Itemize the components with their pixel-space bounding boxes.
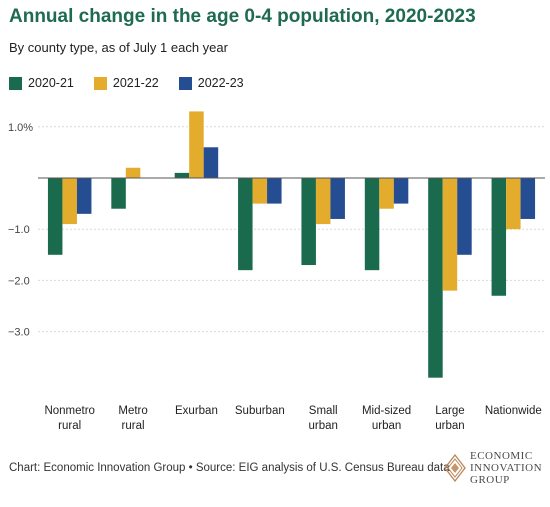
bar [491,178,507,296]
x-tick-label: Nonmetro [44,405,95,417]
bar [252,178,268,204]
bar [330,178,345,219]
legend: 2020-21 2021-22 2022-23 [9,76,244,90]
bar [428,178,443,378]
x-tick-label: urban [308,420,337,432]
x-tick-label: Nationwide [485,405,542,417]
legend-swatch-2020-21 [9,76,22,90]
chart-title: Annual change in the age 0-4 population,… [9,6,476,27]
bar [267,178,282,204]
bar [125,167,141,178]
bar [111,178,126,209]
legend-item-2020-21: 2020-21 [9,76,74,90]
x-tick-label: Small [309,405,338,417]
x-tick-label: Metro [118,405,147,417]
bar [457,178,472,255]
legend-label-2021-22: 2021-22 [112,76,159,90]
bar [62,178,77,225]
bar [174,172,190,178]
eig-logo: ECONOMIC INNOVATION GROUP [444,450,542,486]
diamond-logo-icon [444,454,466,482]
x-tick-label: Exurban [175,405,218,417]
chart-subtitle: By county type, as of July 1 each year [9,40,228,55]
x-tick-label: Suburban [235,405,285,417]
x-tick-label: urban [435,420,464,432]
legend-label-2022-23: 2022-23 [197,76,244,90]
bar-chart: 1.0% −1.0 −2.0 −3.0 Nonmetro rural Metro rural E… [8,111,545,432]
legend-item-2022-23: 2022-23 [178,76,244,90]
logo-line-1: ECONOMIC [470,450,533,462]
source-note: Chart: Economic Innovation Group • Sourc… [9,462,450,474]
y-tick-label: −3.0 [8,327,30,339]
legend-label-2020-21: 2020-21 [28,76,74,90]
bar [506,178,521,230]
bar [379,178,394,209]
bar [76,178,92,214]
x-tick-label: Mid-sized [362,405,411,417]
bar [393,178,409,204]
bar [315,178,331,225]
x-tick-label: urban [372,420,401,432]
y-tick-label: −1.0 [8,224,30,236]
bar [47,178,63,255]
bar [238,178,253,271]
bar [301,178,316,266]
legend-item-2021-22: 2021-22 [93,76,159,90]
bar [520,178,536,219]
y-tick-label: 1.0% [8,122,33,134]
legend-swatch-2021-22 [93,76,107,90]
logo-line-2: INNOVATION [470,462,543,474]
x-tick-label: Large [435,405,464,417]
logo-line-3: GROUP [470,474,510,486]
x-tick-label: rural [122,420,145,432]
bar [189,111,204,178]
bar [203,147,219,178]
bar [364,178,380,271]
legend-swatch-2022-23 [178,76,192,90]
x-tick-label: rural [58,420,81,432]
y-tick-label: −2.0 [8,275,30,287]
bar [442,178,458,291]
